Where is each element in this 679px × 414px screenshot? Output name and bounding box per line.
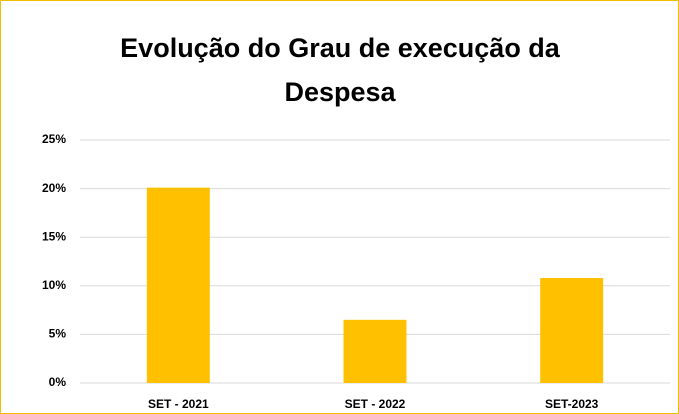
y-tick-label: 5% [49,327,67,341]
y-tick-label: 0% [49,375,67,389]
x-tick-label: SET - 2021 [148,397,209,411]
x-tick-label: SET - 2022 [345,397,406,411]
y-tick-label: 15% [42,229,66,243]
y-tick-label: 10% [42,278,66,292]
y-tick-label: 25% [42,132,66,146]
x-tick-label: SET-2023 [545,397,599,411]
bar [540,278,604,383]
y-tick-label: 20% [42,181,66,195]
bar [343,319,407,383]
chart-title: Evolução do Grau de execução da Despesa [120,33,560,107]
bar [146,187,210,383]
